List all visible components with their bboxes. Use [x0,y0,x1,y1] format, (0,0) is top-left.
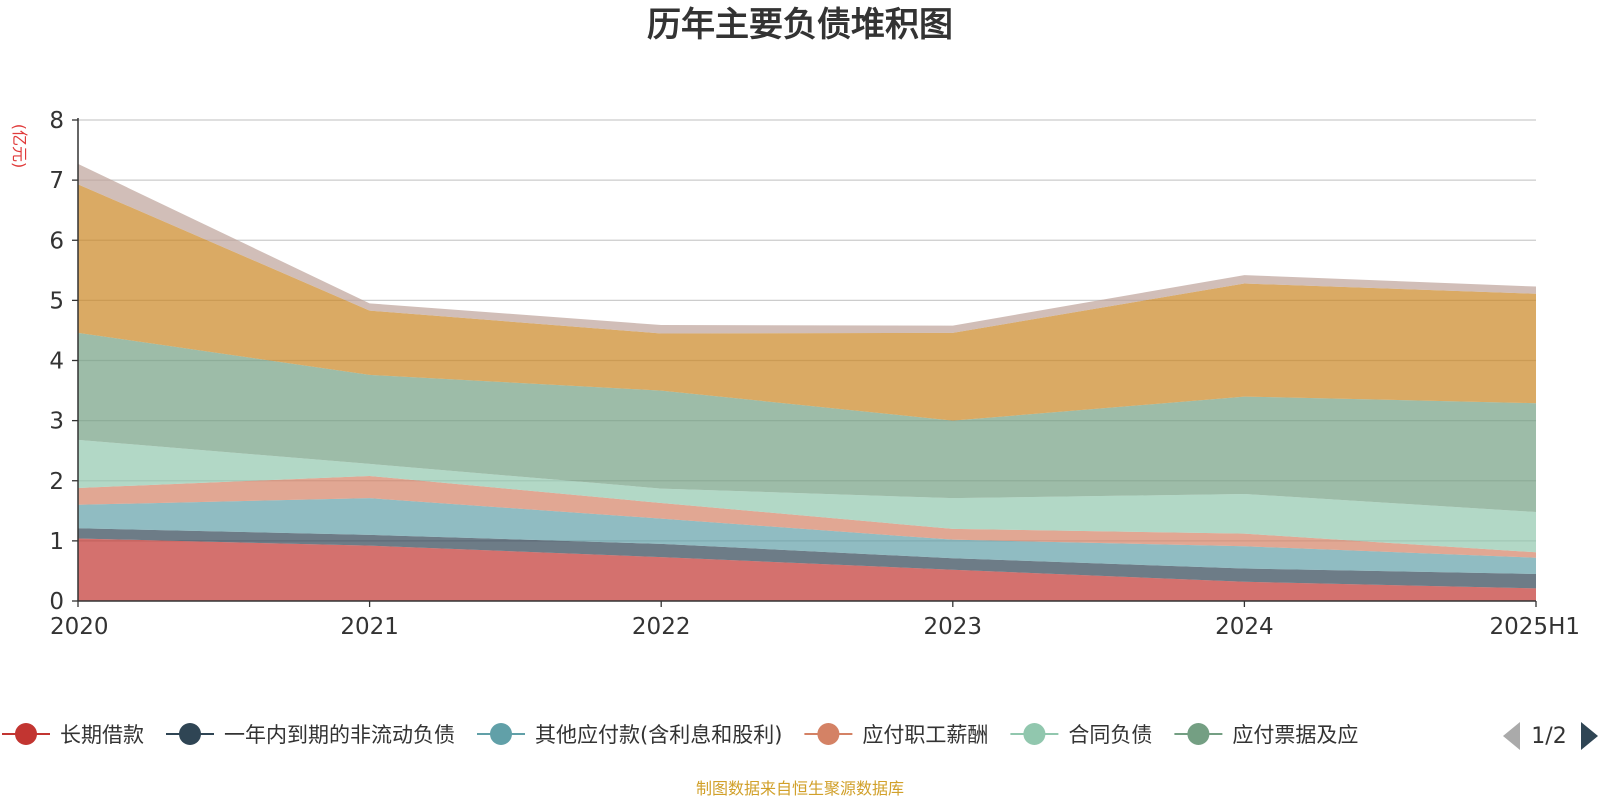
x-tick-label: 2023 [924,614,983,640]
area-series-6[interactable] [78,332,1536,513]
legend-label: 长期借款 [60,723,144,747]
legend-marker [1023,723,1046,745]
stacked-areas [78,163,1536,601]
legend-label: 其他应付款(含利息和股利) [535,723,782,747]
legend-item-1[interactable]: 长期借款 [2,723,144,747]
area-series-4[interactable] [78,475,1536,558]
x-tick-label: 2025H1 [1490,614,1580,640]
axes: 0 1 2 3 4 5 6 7 8 2020 2021 2022 2023 2024 2025H1 [49,108,1580,640]
legend-marker [817,723,840,745]
x-tick-label: 2024 [1215,614,1274,640]
y-tick-label: 1 [49,529,64,555]
legend-marker [179,723,201,745]
legend-item-6[interactable]: 应付票据及应 [1174,723,1358,747]
legend-page-indicator: 1/2 [1531,724,1566,749]
legend-label: 应付职工薪酬 [862,723,988,747]
y-tick-label: 2 [49,469,64,495]
y-tick-label: 0 [49,589,64,615]
y-tick-label: 8 [49,108,64,134]
area-series-5[interactable] [78,439,1536,553]
x-tick-label: 2020 [50,614,109,640]
y-tick-label: 5 [49,288,64,314]
x-tick-label: 2022 [632,614,691,640]
legend-marker [1187,723,1210,745]
legend-label: 合同负债 [1068,723,1152,747]
legend-marker [15,723,37,745]
x-tick-label: 2021 [340,614,399,640]
area-series-2[interactable] [78,528,1536,589]
y-tick-label: 6 [49,228,64,254]
y-tick-label: 3 [49,409,64,435]
chart-title: 历年主要负债堆积图 [647,5,953,45]
area-series-3[interactable] [78,498,1536,574]
legend-label: 应付票据及应 [1232,723,1358,747]
legend-item-3[interactable]: 其他应付款(含利息和股利) [477,723,782,747]
unit-label: (亿元) [10,124,29,169]
legend-prev-page-icon[interactable] [1503,722,1520,750]
legend-item-4[interactable]: 应付职工薪酬 [804,723,988,747]
legend-marker [490,723,512,745]
area-series-8[interactable] [78,163,1536,334]
data-source-note: 制图数据来自恒生聚源数据库 [696,779,904,798]
area-series-1[interactable] [78,538,1536,601]
area-series-7[interactable] [78,184,1536,421]
y-tick-label: 4 [49,349,64,375]
legend-item-2[interactable]: 一年内到期的非流动负债 [166,723,455,747]
legend: 长期借款 一年内到期的非流动负债 其他应付款(含利息和股利) 应付职工薪酬 合同负债 应付… [2,722,1598,750]
legend-item-5[interactable]: 合同负债 [1010,723,1152,747]
legend-next-page-icon[interactable] [1581,722,1598,750]
legend-label: 一年内到期的非流动负债 [224,723,455,747]
y-tick-label: 7 [49,168,64,194]
